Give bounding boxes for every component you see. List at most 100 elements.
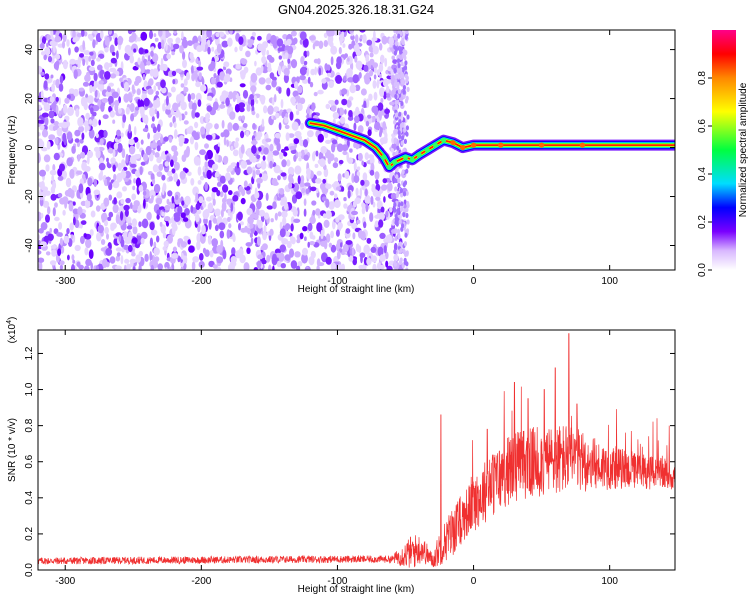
spectrogram-noise-cell (326, 30, 333, 37)
spectrogram-noise-cell (385, 234, 393, 244)
spectrogram-noise-cell (347, 116, 354, 121)
spectrogram-noise-cell (59, 237, 64, 246)
spectrogram-noise-cell (290, 260, 298, 269)
spectrogram-noise-cell (397, 130, 401, 136)
spectrogram-noise-cell (365, 120, 370, 127)
spectrogram-noise-cell (305, 188, 310, 195)
spectrogram-noise-cell (401, 223, 405, 229)
spectrogram-noise-cell (296, 238, 301, 244)
spectrogram-noise-cell (171, 51, 175, 56)
spectrogram-noise-cell (69, 189, 75, 199)
spectrogram-noise-cell (59, 163, 65, 172)
spectrogram-noise-cell (87, 177, 93, 187)
spectrogram-noise-cell (356, 219, 361, 224)
spectrogram-noise-cell (223, 61, 230, 68)
spectrogram-noise-cell (57, 248, 62, 256)
spectrogram-noise-cell (321, 78, 327, 84)
spectrogram-noise-cell (246, 104, 251, 112)
spectrogram-noise-cell (157, 84, 161, 91)
spectrogram-noise-cell (109, 256, 116, 264)
snr-series-line (38, 333, 675, 568)
spectrogram-noise-cell (399, 257, 403, 263)
spectrogram-noise-cell (136, 88, 141, 96)
spectrogram-noise-cell (273, 94, 277, 103)
spectrogram-noise-cell (256, 154, 261, 160)
spectrogram-noise-cell (179, 45, 184, 54)
spectrogram-noise-cell (405, 267, 409, 270)
spectrogram-noise-cell (52, 41, 58, 46)
y-tick-label: 0.8 (24, 418, 35, 432)
spectrogram-noise-cell (131, 84, 135, 93)
spectrogram-noise-cell (378, 219, 384, 228)
spectrogram-noise-cell (330, 45, 338, 55)
spectrogram-noise-cell (161, 39, 165, 50)
spectrogram-noise-cell (66, 131, 73, 141)
spectrogram-noise-cell (199, 149, 206, 156)
spectrogram-noise-cell (330, 244, 337, 253)
spectrogram-noise-cell (97, 64, 103, 71)
spectrogram-noise-cell (202, 247, 207, 254)
spectrogram-noise-cell (124, 208, 129, 217)
spectrogram-noise-cell (195, 58, 199, 64)
spectrogram-noise-cell (144, 49, 149, 54)
spectrogram-noise-cell (208, 63, 215, 72)
spectrogram-noise-cell (159, 64, 164, 71)
spectrogram-noise-cell (126, 225, 133, 230)
spectrogram-noise-cell (378, 63, 384, 73)
spectrogram-noise-cell (255, 113, 260, 119)
spectrogram-noise-cell (404, 60, 408, 66)
spectrogram-noise-cell (131, 252, 136, 257)
spectrogram-noise-cell (38, 261, 43, 270)
spectrogram-noise-cell (38, 153, 41, 163)
spectrogram-noise-cell (216, 256, 224, 264)
spectrogram-noise-cell (222, 155, 229, 165)
spectrogram-noise-cell (381, 88, 384, 98)
spectrogram-noise-cell (178, 113, 183, 122)
spectrogram-noise-cell (142, 73, 146, 81)
spectrogram-noise-cell (311, 102, 315, 112)
spectrogram-noise-cell (236, 161, 240, 169)
spectrogram-noise-cell (123, 93, 130, 103)
spectrogram-noise-cell (103, 129, 108, 139)
spectrogram-noise-cell (116, 129, 121, 137)
spectrogram-noise-cell (309, 35, 316, 41)
colorbar-tick-label: 0.0 (697, 263, 708, 277)
spectrogram-noise-cell (403, 260, 407, 266)
spectrogram-noise-cell (379, 43, 383, 51)
spectrogram-noise-cell (369, 212, 374, 223)
spectrogram-noise-cell (212, 101, 219, 110)
spectrogram-noise-cell (194, 141, 199, 151)
spectrogram-noise-cell (400, 205, 404, 211)
spectrogram-noise-cell (289, 145, 297, 150)
spectrogram-noise-cell (360, 179, 365, 186)
spectrogram-noise-cell (271, 256, 278, 266)
spectrogram-noise-cell (217, 142, 221, 147)
spectrogram-noise-cell (280, 200, 284, 206)
spectrogram-noise-cell (200, 234, 206, 244)
spectrogram-noise-cell (266, 54, 273, 61)
spectrogram-noise-cell (117, 142, 123, 153)
spectrogram-noise-cell (164, 261, 170, 270)
spectrogram-noise-cell (368, 70, 374, 77)
spectrogram-noise-cell (393, 207, 397, 213)
spectrogram-noise-cell (128, 123, 132, 134)
spectrogram-noise-cell (138, 264, 142, 270)
spectrogram-noise-cell (113, 173, 117, 181)
spectrogram-noise-cell (106, 161, 110, 168)
spectrogram-noise-cell (352, 200, 358, 208)
spectrogram-noise-cell (75, 108, 80, 118)
spectrogram-noise-cell (394, 228, 398, 234)
spectrogram-noise-cell (122, 114, 127, 123)
spectrogram-noise-cell (152, 164, 159, 173)
spectrogram-noise-cell (287, 45, 294, 55)
spectrogram-noise-cell (68, 47, 71, 56)
spectrogram-noise-cell (45, 251, 51, 256)
snr-y-ticks: 0.0 0.2 0.4 0.6 0.8 1.0 1.2 (24, 346, 675, 577)
spectrogram-noise-cell (83, 97, 88, 106)
spectrogram-noise-cell (50, 193, 57, 201)
spectrogram-noise-cell (180, 212, 186, 219)
spectrogram-noise-cell (52, 125, 57, 131)
spectrogram-noise-cell (403, 110, 407, 116)
spectrogram-noise-cell (118, 108, 122, 114)
